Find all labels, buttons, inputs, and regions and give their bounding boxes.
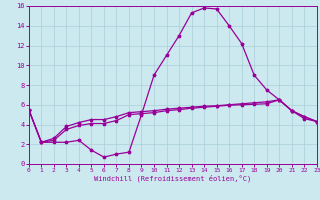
X-axis label: Windchill (Refroidissement éolien,°C): Windchill (Refroidissement éolien,°C) (94, 175, 252, 182)
